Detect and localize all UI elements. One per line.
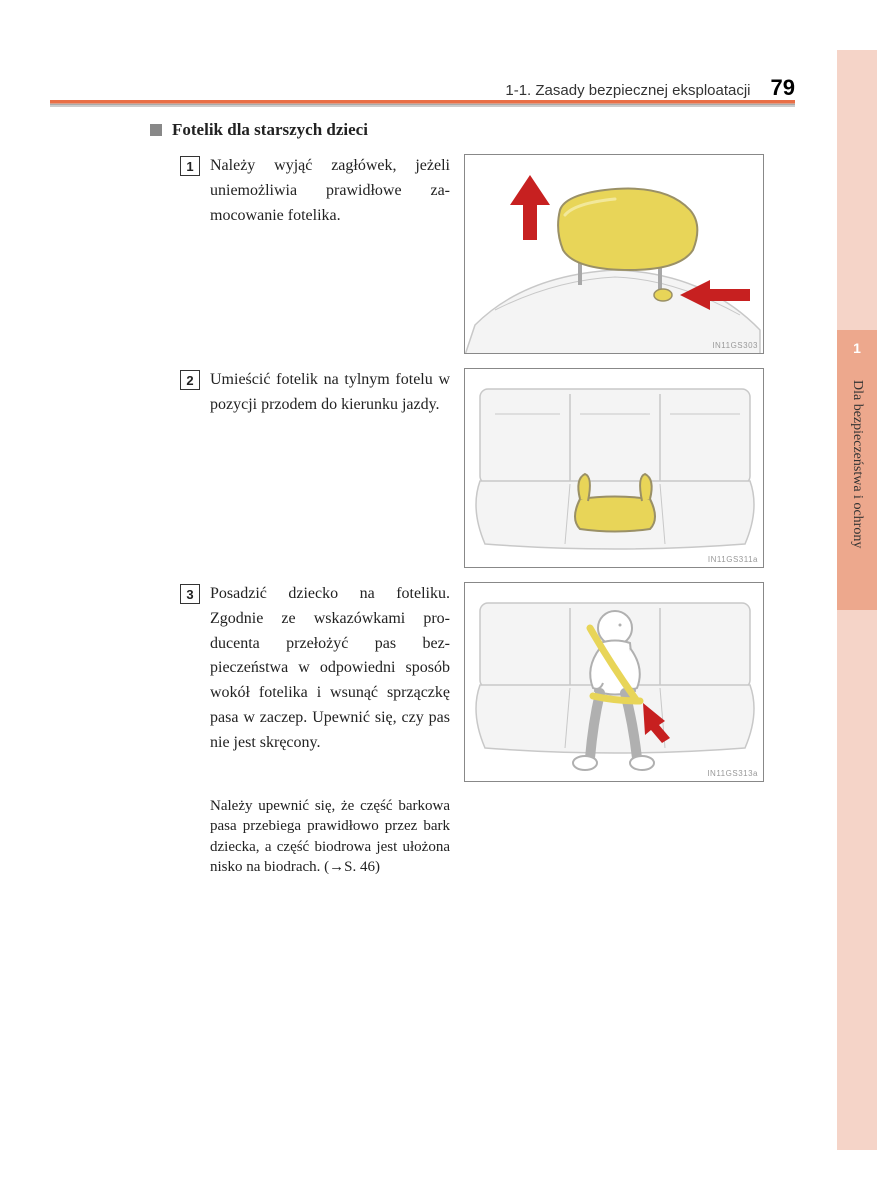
- step-text-block: 2 Umieścić fotelik na tylnym fotelu w po…: [150, 368, 450, 418]
- step-text-block: 1 Należy wyjąć zagłówek, jeżeli uniemożl…: [150, 154, 450, 228]
- arrow-up-icon: [510, 175, 550, 240]
- booster-seat-icon: [465, 369, 764, 568]
- step-text: Należy wyjąć zagłówek, jeżeli uniemożliw…: [210, 154, 450, 228]
- child-belted-icon: [465, 583, 764, 782]
- square-bullet-icon: [150, 124, 162, 136]
- step-row: 1 Należy wyjąć zagłówek, jeżeli uniemożl…: [150, 154, 770, 354]
- step-text-block: 3 Posadzić dziecko na foteliku. Zgodnie …: [150, 582, 450, 756]
- step-number-box: 3: [180, 584, 200, 604]
- chapter-number: 1: [837, 340, 877, 356]
- figure-label: IN11GS311a: [708, 555, 758, 564]
- figure-child-belted: IN11GS313a: [464, 582, 764, 782]
- side-tab-inner: 1 Dla bezpieczeństwa i ochrony: [837, 330, 877, 610]
- step-row: 3 Posadzić dziecko na foteliku. Zgodnie …: [150, 582, 770, 782]
- step-number-box: 1: [180, 156, 200, 176]
- step-number-box: 2: [180, 370, 200, 390]
- step-text: Posadzić dziecko na foteliku. Zgodnie ze…: [210, 582, 450, 756]
- page-header: 1-1. Zasady bezpiecznej eksploatacji 79: [50, 75, 795, 101]
- figure-booster-seat: IN11GS311a: [464, 368, 764, 568]
- figure-label: IN11GS313a: [707, 769, 758, 778]
- step-text: Umieścić fotelik na tylnym fotelu w pozy…: [210, 368, 450, 418]
- step-note: Należy upewnić się, że część barkowa pas…: [150, 796, 770, 877]
- side-tab-label: Dla bezpieczeństwa i ochrony: [849, 380, 865, 548]
- figure-headrest-removal: IN11GS303: [464, 154, 764, 354]
- section-title: 1-1. Zasady bezpiecznej eksploatacji: [505, 82, 750, 99]
- manual-page: 1 Dla bezpieczeństwa i ochrony 1-1. Zasa…: [0, 0, 877, 1200]
- content-area: Fotelik dla starszych dzieci 1 Należy wy…: [150, 120, 770, 877]
- side-tab-outer: 1 Dla bezpieczeństwa i ochrony: [837, 50, 877, 1150]
- header-rule: [50, 100, 795, 107]
- step-row: 2 Umieścić fotelik na tylnym fotelu w po…: [150, 368, 770, 568]
- subsection-header: Fotelik dla starszych dzieci: [150, 120, 770, 140]
- figure-label: IN11GS303: [712, 341, 758, 350]
- subsection-title: Fotelik dla starszych dzieci: [172, 120, 368, 140]
- headrest-removal-icon: [465, 155, 764, 354]
- page-number: 79: [771, 75, 795, 101]
